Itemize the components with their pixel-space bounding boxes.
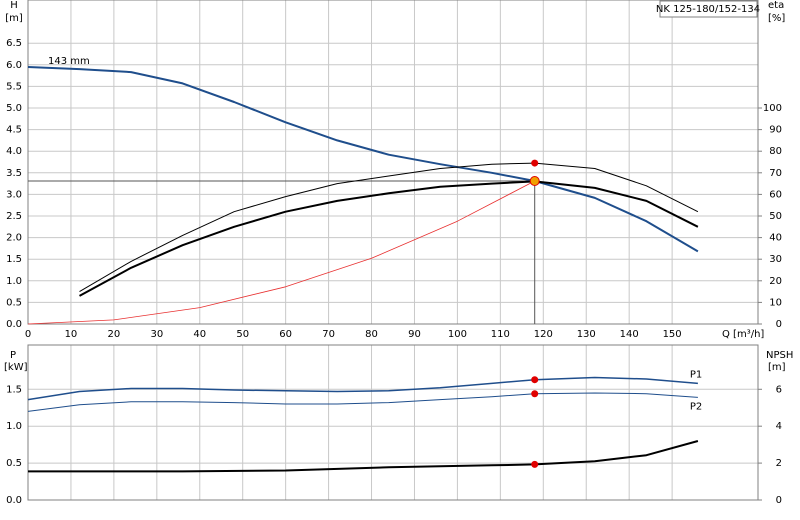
series-line bbox=[27, 376, 698, 401]
y2-tick-label: 60 bbox=[769, 189, 782, 200]
y2-axis-label: eta bbox=[768, 0, 784, 11]
x-tick-label: 120 bbox=[534, 329, 553, 340]
x-tick-label: 150 bbox=[663, 329, 682, 340]
duty-point bbox=[531, 376, 539, 384]
y-tick-label: 2.5 bbox=[6, 211, 22, 222]
y-tick-label: 0.0 bbox=[6, 495, 22, 506]
y2-tick-label: 0 bbox=[776, 319, 782, 330]
y-tick-label: 2.0 bbox=[6, 233, 22, 244]
y-tick-label: 0.5 bbox=[6, 458, 22, 469]
y2-tick-label: 2 bbox=[776, 458, 782, 469]
y-tick-label: 5.5 bbox=[6, 81, 22, 92]
duty-point bbox=[529, 176, 540, 187]
y-tick-label: 6.0 bbox=[6, 60, 22, 71]
y-tick-label: 4.0 bbox=[6, 146, 22, 157]
y2-tick-label: 0 bbox=[776, 495, 782, 506]
x-tick-label: 40 bbox=[193, 329, 206, 340]
x-tick-label: 70 bbox=[322, 329, 335, 340]
series-line bbox=[27, 180, 535, 325]
y2-tick-label: 6 bbox=[776, 384, 782, 395]
x-tick-label: 100 bbox=[448, 329, 467, 340]
y2-tick-label: 10 bbox=[769, 297, 782, 308]
x-tick-label: 110 bbox=[491, 329, 510, 340]
y2-tick-label: 4 bbox=[776, 421, 782, 432]
y-tick-label: 3.5 bbox=[6, 168, 22, 179]
y-axis-label: H bbox=[10, 0, 18, 11]
chart-title: NK 125-180/152-134 bbox=[656, 4, 760, 15]
x-tick-label: 90 bbox=[408, 329, 421, 340]
plot-area bbox=[27, 0, 759, 325]
y2-axis-unit: [%] bbox=[768, 13, 785, 24]
y-tick-label: 6.5 bbox=[6, 38, 22, 49]
y2-tick-label: 70 bbox=[769, 168, 782, 179]
plot-frame bbox=[27, 0, 759, 325]
y2-axis-label: NPSH bbox=[766, 350, 793, 361]
x-tick-label: 140 bbox=[620, 329, 639, 340]
x-tick-label: 130 bbox=[577, 329, 596, 340]
y-axis-label: P bbox=[10, 350, 16, 361]
y2-tick-label: 100 bbox=[763, 103, 782, 114]
y-tick-label: 1.0 bbox=[6, 421, 22, 432]
y2-axis-unit: [m] bbox=[768, 362, 786, 373]
x-tick-label: 0 bbox=[25, 329, 31, 340]
y-tick-label: 1.5 bbox=[6, 384, 22, 395]
plot-area bbox=[27, 344, 759, 501]
duty-point bbox=[531, 460, 539, 468]
annotation: 143 mm bbox=[48, 56, 90, 67]
y-tick-label: 4.5 bbox=[6, 125, 22, 136]
y2-tick-label: 80 bbox=[769, 146, 782, 157]
series-line bbox=[27, 392, 698, 412]
y2-tick-label: 30 bbox=[769, 254, 782, 265]
y2-tick-label: 90 bbox=[769, 125, 782, 136]
y-tick-label: 5.0 bbox=[6, 103, 22, 114]
series-line bbox=[79, 180, 699, 297]
x-tick-label: 10 bbox=[65, 329, 78, 340]
title-box bbox=[659, 0, 758, 18]
y-tick-label: 1.5 bbox=[6, 254, 22, 265]
plot-frame bbox=[27, 344, 759, 501]
duty-point bbox=[531, 390, 539, 398]
series-line bbox=[28, 440, 699, 473]
series-line bbox=[27, 66, 699, 253]
x-tick-label: 30 bbox=[150, 329, 163, 340]
y-tick-label: 0.0 bbox=[6, 319, 22, 330]
series-label: P2 bbox=[690, 401, 702, 412]
x-tick-label: 20 bbox=[108, 329, 121, 340]
y2-tick-label: 50 bbox=[769, 211, 782, 222]
y-tick-label: 3.0 bbox=[6, 189, 22, 200]
y-axis-unit: [kW] bbox=[4, 362, 28, 373]
duty-point bbox=[531, 159, 539, 167]
y-tick-label: 1.0 bbox=[6, 276, 22, 287]
series-label: P1 bbox=[690, 369, 702, 380]
y2-tick-label: 40 bbox=[769, 233, 782, 244]
y-tick-label: 0.5 bbox=[6, 297, 22, 308]
x-tick-label: 50 bbox=[236, 329, 249, 340]
x-tick-label: 80 bbox=[365, 329, 378, 340]
y2-tick-label: 20 bbox=[769, 276, 782, 287]
series-line bbox=[79, 162, 699, 293]
y-axis-unit: [m] bbox=[5, 13, 23, 24]
x-axis-label: Q [m³/h] bbox=[722, 329, 764, 340]
x-tick-label: 60 bbox=[279, 329, 292, 340]
